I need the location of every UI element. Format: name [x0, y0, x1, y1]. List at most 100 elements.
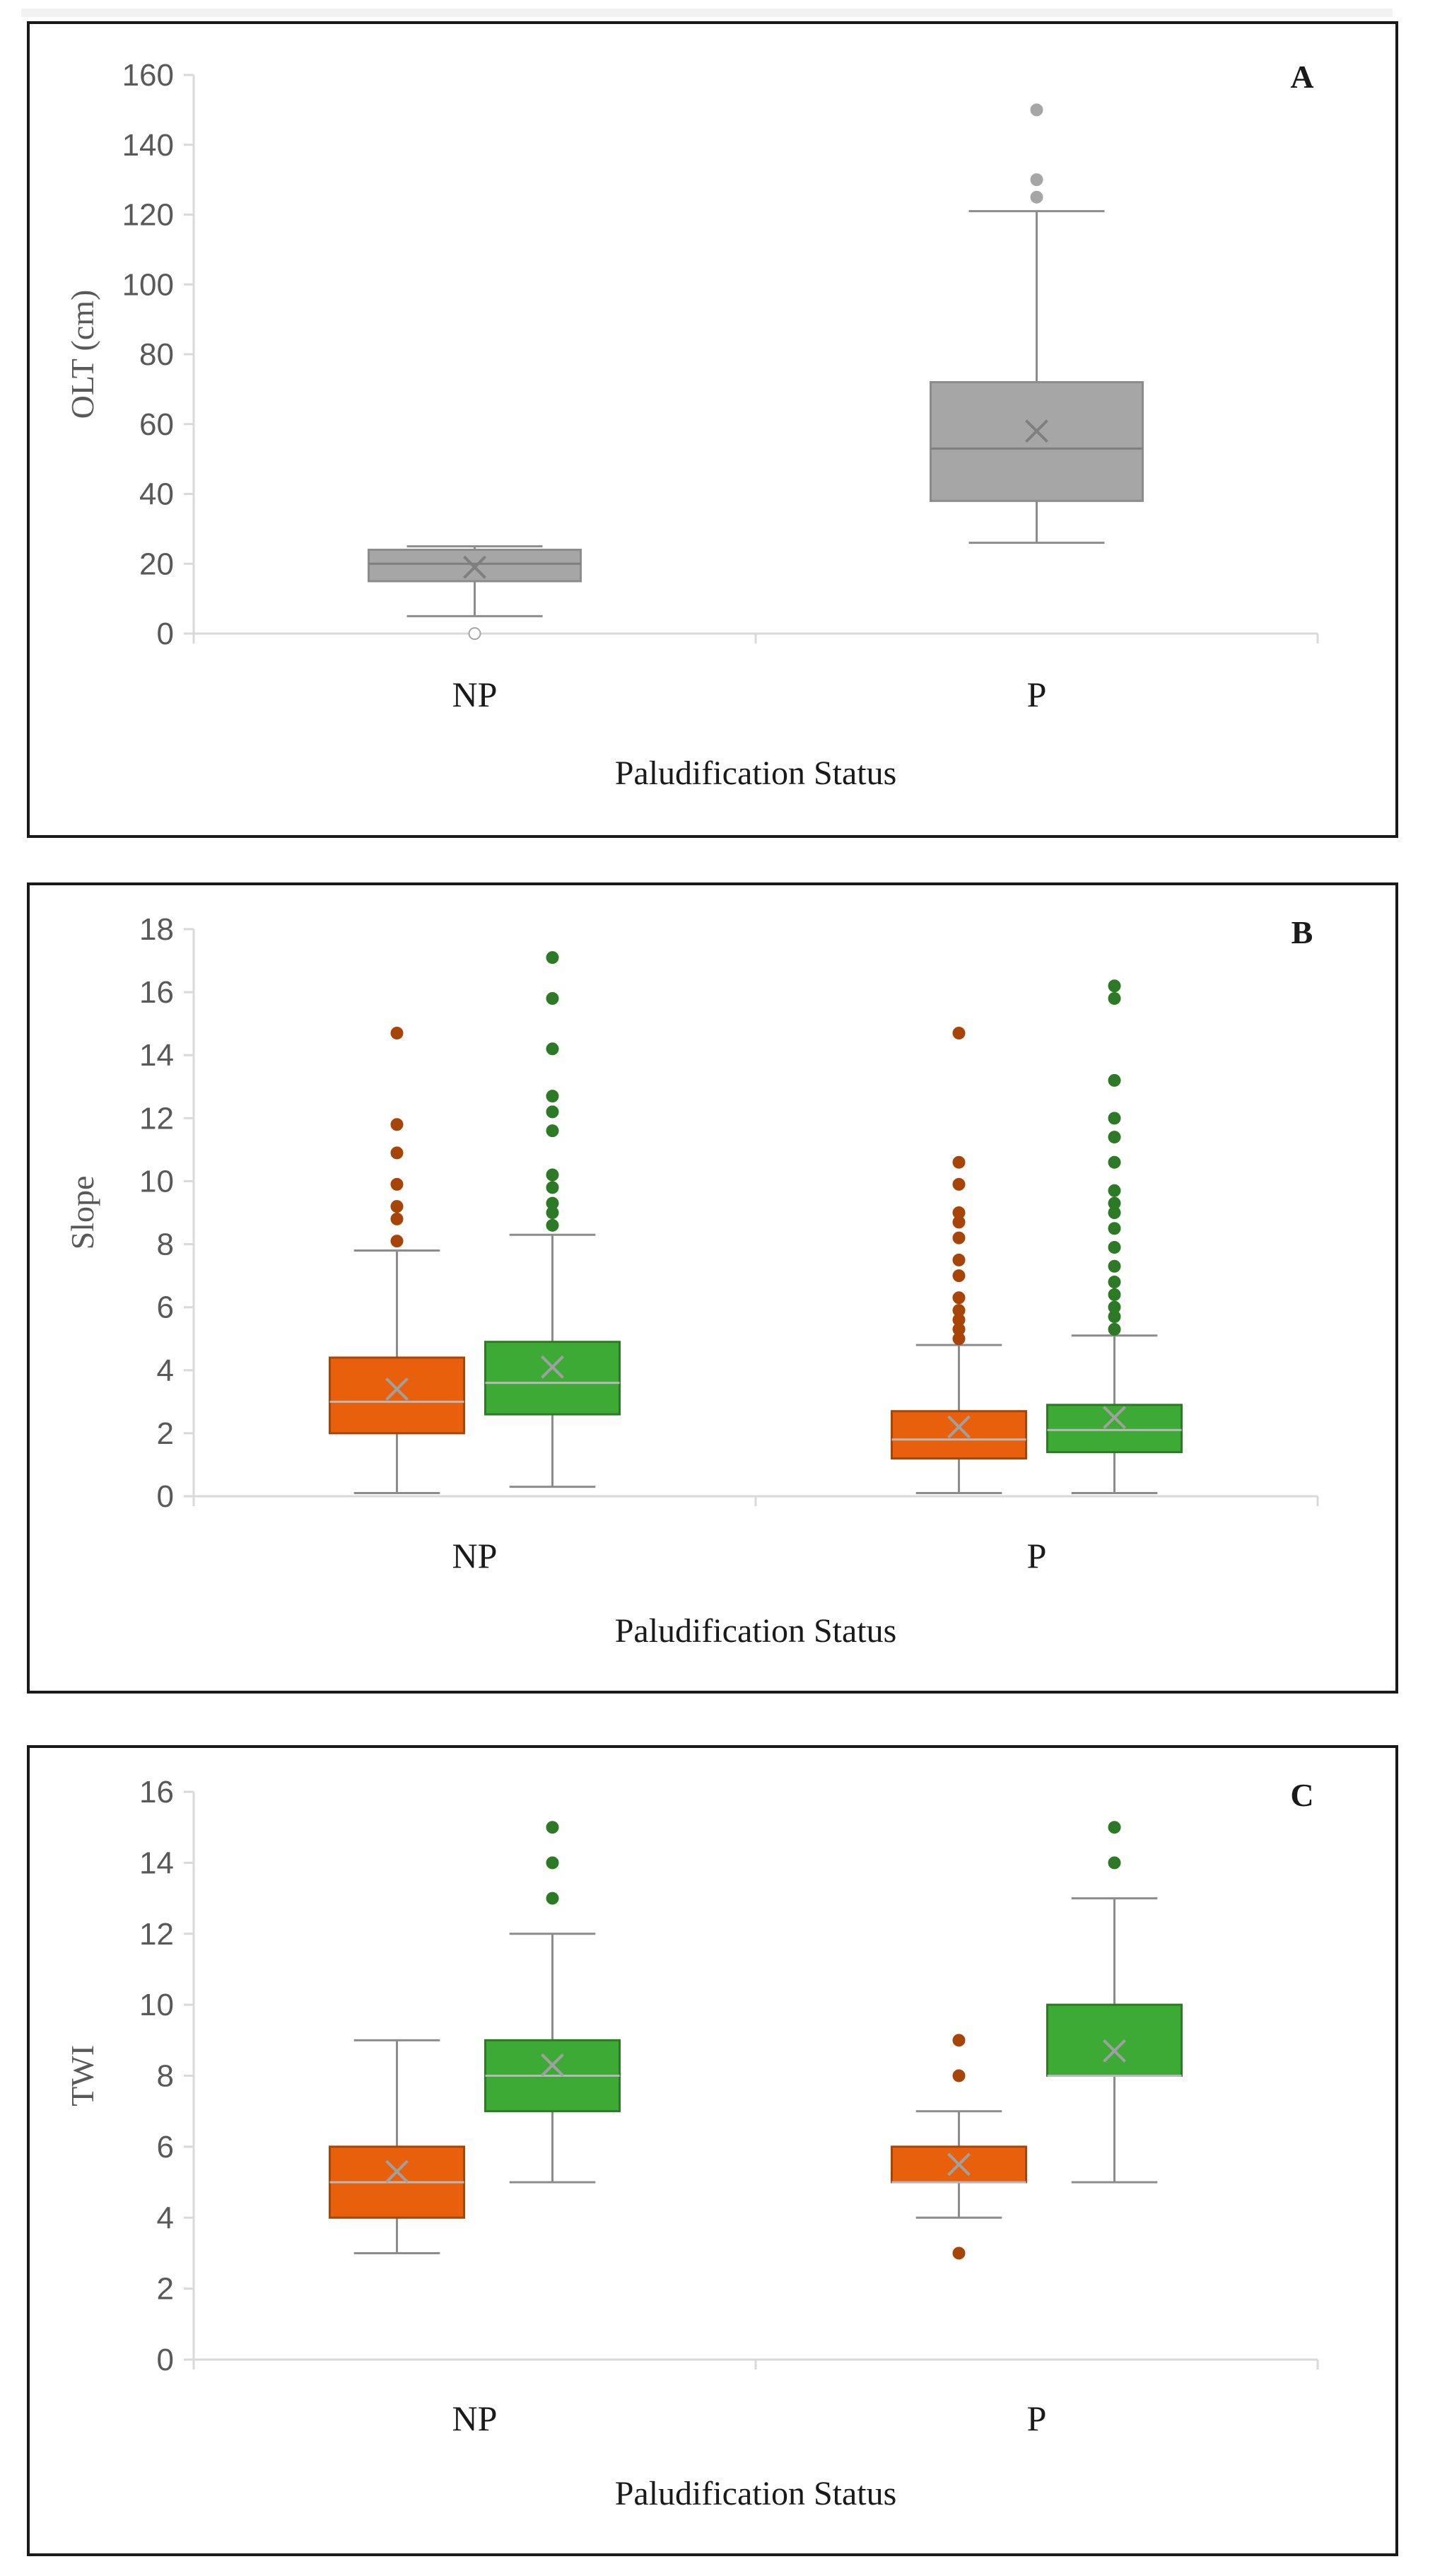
outlier-point — [1108, 1322, 1121, 1336]
x-axis-title: Paludification Status — [615, 2475, 897, 2512]
box-iqr — [930, 381, 1144, 502]
y-tick-label: 20 — [139, 547, 174, 581]
outlier-point — [546, 1218, 559, 1232]
y-tick-label: 2 — [157, 2272, 174, 2307]
panel-c-twi-chart: 0 2 4 6 8 10 12 14 16 NP P Paludification Status TWI… — [27, 1745, 1398, 2556]
outlier-point — [390, 1212, 404, 1225]
outlier-point — [546, 992, 559, 1006]
y-tick-label: 6 — [157, 2130, 174, 2164]
y-tick-label: 4 — [157, 2201, 174, 2235]
outlier-point — [1108, 1196, 1121, 1210]
outlier-point — [546, 1181, 559, 1194]
y-tick-label: 40 — [139, 477, 174, 512]
outlier-point — [952, 1155, 966, 1169]
y-tick-label: 2 — [157, 1416, 174, 1451]
y-tick-label: 8 — [157, 2059, 174, 2094]
outlier-point — [468, 627, 481, 640]
outlier-point — [1108, 1259, 1121, 1273]
outlier-point — [546, 1124, 559, 1138]
box-iqr — [484, 1341, 621, 1416]
mean-marker — [385, 2160, 409, 2184]
outlier-point — [1030, 190, 1043, 204]
outlier-point — [1030, 173, 1043, 187]
outlier-point — [390, 1118, 404, 1131]
twi-boxplot: 0 2 4 6 8 10 12 14 16 NP P Paludification Status TWI… — [64, 1775, 1319, 2512]
outlier-point — [1108, 992, 1121, 1006]
x-category-label: P — [1027, 2399, 1047, 2438]
y-tick-label: 8 — [157, 1228, 174, 1262]
outlier-point — [390, 1027, 404, 1040]
mean-marker — [1103, 2039, 1126, 2063]
outlier-point — [1108, 1276, 1121, 1289]
y-tick-label: 18 — [139, 912, 174, 947]
x-axis-title: Paludification Status — [615, 754, 897, 792]
y-tick-label: 14 — [139, 1038, 174, 1073]
mean-marker — [385, 1377, 409, 1401]
outlier-point — [1108, 1241, 1121, 1254]
outlier-point — [952, 2069, 966, 2082]
outlier-point — [546, 1821, 559, 1834]
outlier-point — [1108, 1300, 1121, 1314]
outlier-point — [1108, 1131, 1121, 1144]
mean-marker — [541, 1355, 564, 1379]
mean-marker — [947, 1415, 971, 1439]
x-category-label: P — [1027, 675, 1047, 714]
box-iqr — [891, 1410, 1027, 1460]
y-tick-label: 12 — [139, 1101, 174, 1136]
outlier-point — [1108, 1112, 1121, 1125]
y-tick-label: 0 — [157, 1479, 174, 1514]
panel-b-slope-chart: 0 2 4 6 8 10 12 14 16 18 NP P Paludification Status S… — [27, 882, 1398, 1694]
panel-letter: B — [1292, 914, 1313, 950]
outlier-point — [952, 1177, 966, 1191]
y-tick-label: 16 — [139, 975, 174, 1010]
outlier-point — [390, 1200, 404, 1213]
top-strip — [21, 8, 1393, 17]
outlier-point — [952, 1231, 966, 1245]
slope-boxplot: 0 2 4 6 8 10 12 14 16 18 NP P Paludification Status S… — [64, 912, 1319, 1650]
panel-letter: A — [1290, 59, 1313, 95]
outlier-point — [546, 1892, 559, 1905]
y-tick-label: 120 — [122, 198, 174, 233]
outlier-point — [546, 1042, 559, 1056]
y-tick-label: 60 — [139, 407, 174, 442]
panel-a-olt-chart: 0 20 40 60 80 100 120 140 160 NP P Paludification S… — [27, 21, 1398, 838]
outlier-point — [546, 1105, 559, 1119]
outlier-point — [546, 951, 559, 964]
outlier-point — [1108, 1288, 1121, 1301]
x-axis-title: Paludification Status — [615, 1612, 897, 1650]
outlier-point — [390, 1235, 404, 1248]
y-axis-title: TWI — [64, 2045, 100, 2106]
outlier-point — [546, 1168, 559, 1182]
y-tick-label: 140 — [122, 128, 174, 163]
mean-marker — [947, 2152, 971, 2176]
y-tick-label: 6 — [157, 1290, 174, 1325]
outlier-point — [546, 1090, 559, 1103]
box-iqr — [891, 2145, 1027, 2184]
outlier-point — [1108, 1222, 1121, 1235]
y-tick-label: 10 — [139, 1164, 174, 1199]
outlier-point — [952, 2034, 966, 2047]
panel-letter: C — [1290, 1777, 1313, 1813]
y-tick-label: 100 — [122, 267, 174, 302]
outlier-point — [952, 1206, 966, 1219]
y-tick-label: 80 — [139, 337, 174, 372]
y-tick-label: 160 — [122, 58, 174, 93]
outlier-point — [1108, 1184, 1121, 1197]
outlier-point — [390, 1177, 404, 1191]
y-tick-label: 0 — [157, 617, 174, 651]
outlier-point — [952, 1027, 966, 1040]
y-tick-label: 10 — [139, 1988, 174, 2022]
y-tick-label: 12 — [139, 1917, 174, 1952]
outlier-point — [1108, 1155, 1121, 1169]
x-category-label: NP — [452, 1536, 498, 1575]
y-axis-title: OLT (cm) — [64, 290, 100, 419]
box-iqr — [1046, 2003, 1183, 2077]
outlier-point — [952, 1304, 966, 1317]
outlier-point — [1108, 1073, 1121, 1087]
outlier-point — [1108, 979, 1121, 993]
x-category-label: P — [1027, 1536, 1047, 1575]
olt-boxplot: 0 20 40 60 80 100 120 140 160 NP P Paludification S… — [64, 58, 1319, 792]
outlier-point — [546, 1196, 559, 1210]
mean-marker — [1103, 1406, 1126, 1430]
outlier-point — [546, 1856, 559, 1870]
